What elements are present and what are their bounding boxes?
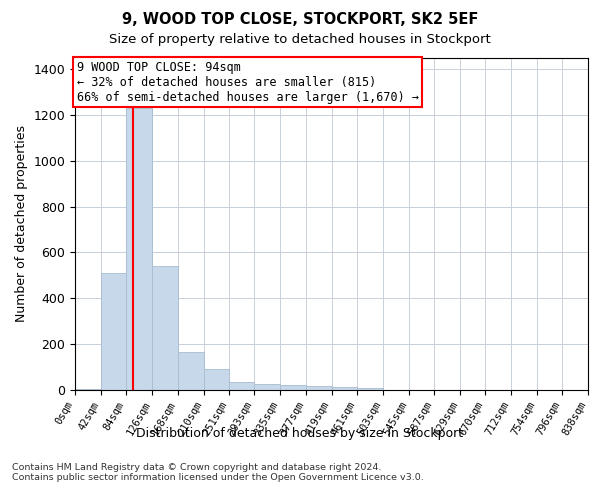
Bar <box>357 388 383 390</box>
Text: Distribution of detached houses by size in Stockport: Distribution of detached houses by size … <box>136 428 464 440</box>
Text: 9 WOOD TOP CLOSE: 94sqm
← 32% of detached houses are smaller (815)
66% of semi-d: 9 WOOD TOP CLOSE: 94sqm ← 32% of detache… <box>77 61 419 104</box>
Bar <box>178 352 203 390</box>
Bar <box>101 273 127 390</box>
Y-axis label: Number of detached properties: Number of detached properties <box>15 125 28 322</box>
Text: 9, WOOD TOP CLOSE, STOCKPORT, SK2 5EF: 9, WOOD TOP CLOSE, STOCKPORT, SK2 5EF <box>122 12 478 28</box>
Bar <box>75 389 101 390</box>
Bar <box>254 384 280 390</box>
Bar <box>280 385 306 390</box>
Bar <box>203 370 229 390</box>
Bar <box>331 387 357 390</box>
Bar <box>127 108 152 390</box>
Bar <box>306 386 331 390</box>
Text: Contains HM Land Registry data © Crown copyright and database right 2024.
Contai: Contains HM Land Registry data © Crown c… <box>12 462 424 482</box>
Text: Size of property relative to detached houses in Stockport: Size of property relative to detached ho… <box>109 32 491 46</box>
Bar <box>229 382 254 390</box>
Bar <box>152 266 178 390</box>
